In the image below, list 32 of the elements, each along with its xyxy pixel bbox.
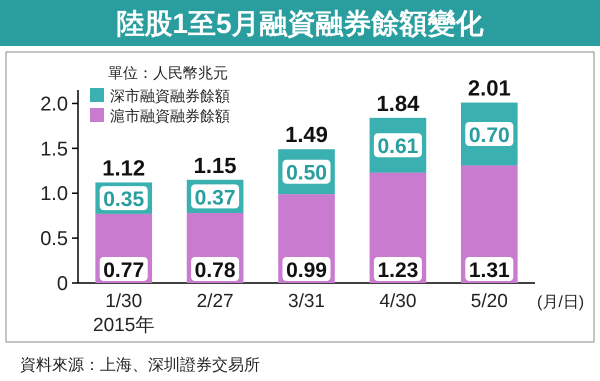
y-tick-label: 1.0 [40,183,68,206]
total-label: 1.15 [194,152,237,178]
x-tick-label: 5/20 [470,291,508,312]
legend-label: 滬市融資融券餘額 [110,108,230,125]
data-label: 0.70 [468,124,510,147]
total-label: 2.01 [468,76,511,101]
chart-title: 陸股1至5月融資融券餘額變化 [116,8,485,39]
x-tick-label: 1/30 [105,291,142,312]
data-label: 0.78 [194,259,236,282]
y-tick-label: 0 [56,273,68,295]
data-label: 0.50 [286,162,327,185]
y-tick-label: 1.5 [40,138,68,160]
legend-label: 深市融資融券餘額 [110,88,230,105]
y-axis-title: 單位：人民幣兆元 [108,65,228,82]
total-label: 1.84 [376,90,420,116]
x-tick-label: 4/30 [379,291,416,312]
x-tick-label: 3/31 [288,291,325,312]
data-label: 0.77 [103,259,144,282]
y-tick-label: 2.0 [40,93,68,116]
source-note: 資料來源：上海、深圳證券交易所 [20,356,260,374]
data-label: 1.23 [377,259,418,282]
data-label: 0.35 [103,188,144,212]
data-label: 0.37 [194,186,236,210]
total-label: 1.49 [285,122,328,148]
total-label: 1.12 [102,155,146,180]
data-label: 0.61 [377,135,419,158]
y-tick-label: 0.5 [40,228,68,250]
data-label: 1.31 [468,259,510,282]
text: 2015年 [93,315,154,336]
x-tick-label: 2/27 [196,291,234,312]
text: (月/日) [537,294,584,311]
data-label: 0.99 [286,259,327,282]
